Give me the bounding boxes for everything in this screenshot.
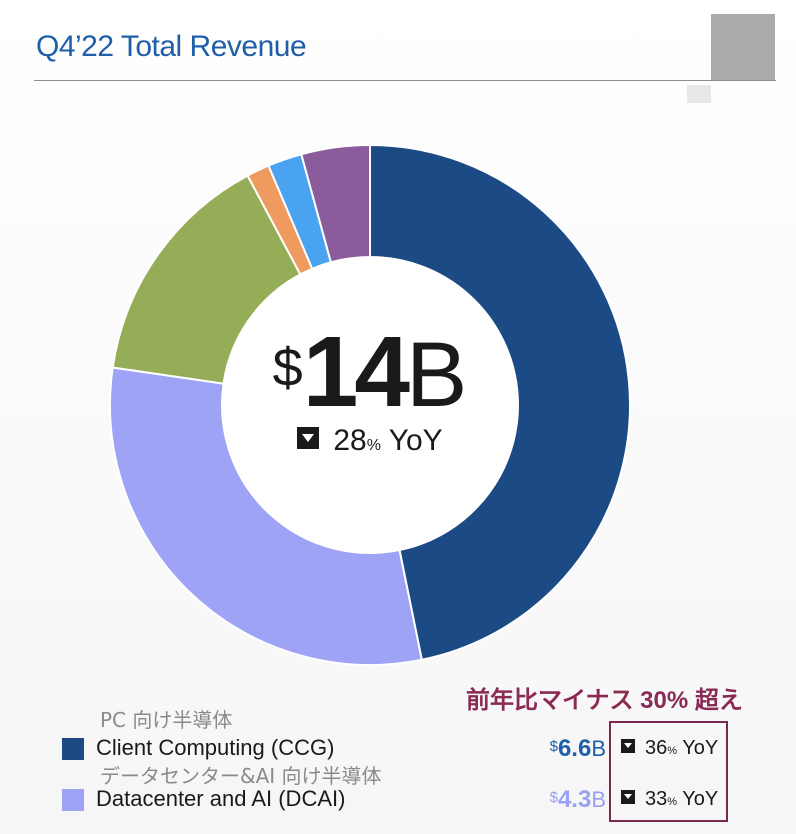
dcai-yoy-value: 33: [645, 788, 668, 810]
legend-jp-label-ccg: PC 向け半導体: [100, 708, 233, 732]
down-arrow-icon: [621, 790, 635, 804]
dcai-unit: B: [591, 787, 606, 812]
title-divider: [34, 80, 776, 81]
total-yoy: 28% YoY: [220, 424, 520, 458]
dcai-yoy-label: YoY: [682, 788, 719, 810]
down-arrow-icon: [297, 427, 320, 449]
ccg-yoy-percent: %: [667, 745, 678, 757]
ccg-number: 6.6: [557, 735, 592, 762]
legend-jp-label-dcai: データセンター&AI 向け半導体: [100, 764, 382, 788]
down-arrow-icon: [621, 739, 635, 753]
total-number: 14: [302, 316, 410, 428]
legend-swatch-dcai: [62, 789, 84, 811]
dcai-number: 4.3: [557, 786, 592, 813]
page-title: Q4’22 Total Revenue: [36, 30, 307, 63]
donut-slice-0: [369, 143, 631, 661]
legend-label-dcai: Datacenter and AI (DCAI): [96, 786, 346, 811]
legend-yoy-dcai: 33% YoY: [621, 788, 718, 811]
ccg-yoy-label: YoY: [682, 737, 719, 759]
total-unit: B: [405, 324, 468, 426]
legend-label-ccg: Client Computing (CCG): [96, 735, 335, 760]
total-currency: $: [272, 338, 303, 398]
total-yoy-label: YoY: [388, 424, 443, 457]
legend-value-dcai: $4.3B: [496, 786, 606, 814]
ccg-unit: B: [591, 736, 606, 761]
yoy-highlight-box: [609, 721, 728, 822]
donut-slice-2: [111, 174, 302, 385]
dcai-currency: $: [549, 789, 558, 806]
donut-hole: [223, 258, 517, 552]
donut-center-label: $14B 28% YoY: [220, 322, 520, 458]
ccg-currency: $: [549, 738, 558, 755]
total-yoy-value: 28: [333, 424, 367, 457]
corner-decoration: [711, 14, 775, 80]
donut-slice-5: [300, 143, 371, 264]
ccg-yoy-value: 36: [645, 737, 668, 759]
legend-yoy-ccg: 36% YoY: [621, 737, 718, 760]
donut-slice-1: [109, 366, 423, 666]
total-yoy-percent: %: [366, 437, 381, 454]
dcai-yoy-percent: %: [667, 796, 678, 808]
total-revenue-value: $14B: [220, 322, 520, 422]
corner-decoration-small: [687, 85, 711, 103]
legend-value-ccg: $6.6B: [496, 735, 606, 763]
legend-swatch-ccg: [62, 738, 84, 760]
yoy-annotation: 前年比マイナス 30% 超え: [466, 687, 743, 714]
